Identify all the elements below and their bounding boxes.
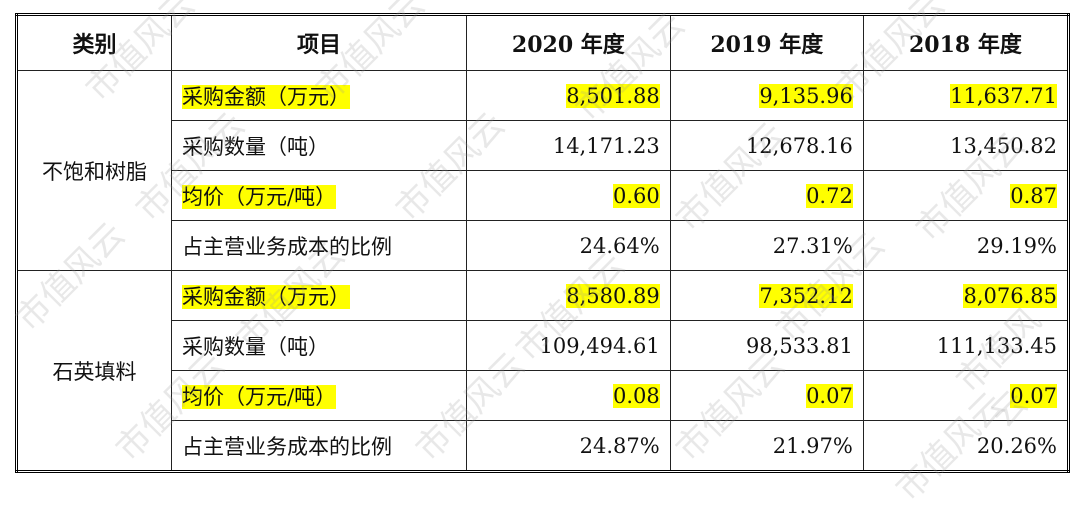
value-cell: 0.07	[669, 370, 864, 421]
value-cell: 29.19%	[862, 220, 1070, 271]
value: 9,135.96	[759, 83, 853, 108]
value-cell: 8,580.89	[466, 270, 671, 321]
value-cell: 21.97%	[669, 420, 864, 472]
value: 98,533.81	[745, 333, 853, 358]
value: 0.08	[612, 383, 660, 408]
value-cell: 7,352.12	[669, 270, 864, 321]
value-cell: 8,501.88	[466, 70, 671, 121]
item-cell: 占主营业务成本的比例	[171, 420, 467, 472]
table-row: 采购数量（吨） 109,494.61 98,533.81 111,133.45	[17, 320, 1070, 371]
table-row: 占主营业务成本的比例 24.64% 27.31% 29.19%	[17, 220, 1070, 271]
data-table: 类别 项目 2020 年度 2019 年度 2018 年度 不饱和树脂 采购金额（…	[15, 13, 1070, 473]
value-cell: 9,135.96	[669, 70, 864, 121]
item-label: 采购数量（吨）	[182, 334, 329, 359]
item-label: 占主营业务成本的比例	[182, 234, 392, 259]
value: 14,171.23	[552, 133, 660, 158]
category-cell: 不饱和树脂	[16, 70, 172, 271]
value: 11,637.71	[950, 83, 1057, 108]
value: 0.07	[1010, 383, 1057, 408]
item-cell: 占主营业务成本的比例	[171, 220, 467, 271]
item-cell: 采购金额（万元）	[171, 270, 467, 321]
value-cell: 0.60	[466, 170, 671, 221]
table-row: 占主营业务成本的比例 24.87% 21.97% 20.26%	[17, 420, 1070, 472]
value-cell: 0.07	[862, 370, 1070, 421]
header-2019: 2019 年度	[669, 14, 864, 71]
item-cell: 采购数量（吨）	[171, 120, 467, 171]
header-row: 类别 项目 2020 年度 2019 年度 2018 年度	[16, 14, 1070, 71]
value-cell: 20.26%	[862, 420, 1070, 472]
value-cell: 24.64%	[466, 220, 671, 271]
value-cell: 0.72	[669, 170, 864, 221]
value: 0.60	[612, 183, 660, 208]
value-cell: 98,533.81	[669, 320, 864, 371]
item-label: 采购数量（吨）	[182, 134, 329, 159]
item-label: 均价（万元/吨）	[182, 384, 337, 409]
table-row: 石英填料 采购金额（万元） 8,580.89 7,352.12 8,076.85	[16, 270, 1070, 472]
item-cell: 均价（万元/吨）	[171, 170, 467, 221]
value: 8,501.88	[566, 83, 660, 108]
value: 29.19%	[976, 233, 1057, 258]
table-row: 均价（万元/吨） 0.60 0.72 0.87	[17, 170, 1070, 221]
item-cell: 采购金额（万元）	[171, 70, 467, 121]
table-row: 均价（万元/吨） 0.08 0.07 0.07	[17, 370, 1070, 421]
value-cell: 24.87%	[466, 420, 671, 472]
value-cell: 27.31%	[669, 220, 864, 271]
value: 0.72	[806, 183, 853, 208]
value-cell: 14,171.23	[466, 120, 671, 171]
item-label: 占主营业务成本的比例	[182, 434, 392, 459]
value: 111,133.45	[936, 333, 1057, 358]
value: 0.07	[806, 383, 853, 408]
item-label: 均价（万元/吨）	[182, 184, 337, 209]
value-cell: 0.87	[862, 170, 1070, 221]
value: 24.87%	[579, 433, 660, 458]
value: 8,076.85	[963, 283, 1057, 308]
value: 27.31%	[772, 233, 853, 258]
value-cell: 11,637.71	[862, 70, 1070, 121]
value: 7,352.12	[759, 283, 853, 308]
value: 12,678.16	[745, 133, 853, 158]
value-cell: 0.08	[466, 370, 671, 421]
value: 8,580.89	[566, 283, 660, 308]
value-cell: 13,450.82	[862, 120, 1070, 171]
value-cell: 12,678.16	[669, 120, 864, 171]
value: 21.97%	[772, 433, 853, 458]
item-label: 采购金额（万元）	[182, 84, 350, 109]
item-cell: 均价（万元/吨）	[171, 370, 467, 421]
header-2018: 2018 年度	[862, 14, 1070, 71]
value: 13,450.82	[950, 133, 1057, 158]
header-2020: 2020 年度	[466, 14, 671, 71]
category-cell: 石英填料	[16, 270, 172, 472]
table-row: 采购数量（吨） 14,171.23 12,678.16 13,450.82	[17, 120, 1070, 171]
header-item: 项目	[171, 14, 467, 71]
value-cell: 109,494.61	[466, 320, 671, 371]
item-label: 采购金额（万元）	[182, 284, 350, 309]
value-cell: 111,133.45	[862, 320, 1070, 371]
value: 20.26%	[976, 433, 1057, 458]
header-category: 类别	[16, 14, 172, 71]
value: 24.64%	[579, 233, 660, 258]
value: 109,494.61	[539, 333, 660, 358]
item-cell: 采购数量（吨）	[171, 320, 467, 371]
value: 0.87	[1010, 183, 1057, 208]
table-row: 不饱和树脂 采购金额（万元） 8,501.88 9,135.96 11,637.71	[16, 70, 1070, 271]
value-cell: 8,076.85	[862, 270, 1070, 321]
